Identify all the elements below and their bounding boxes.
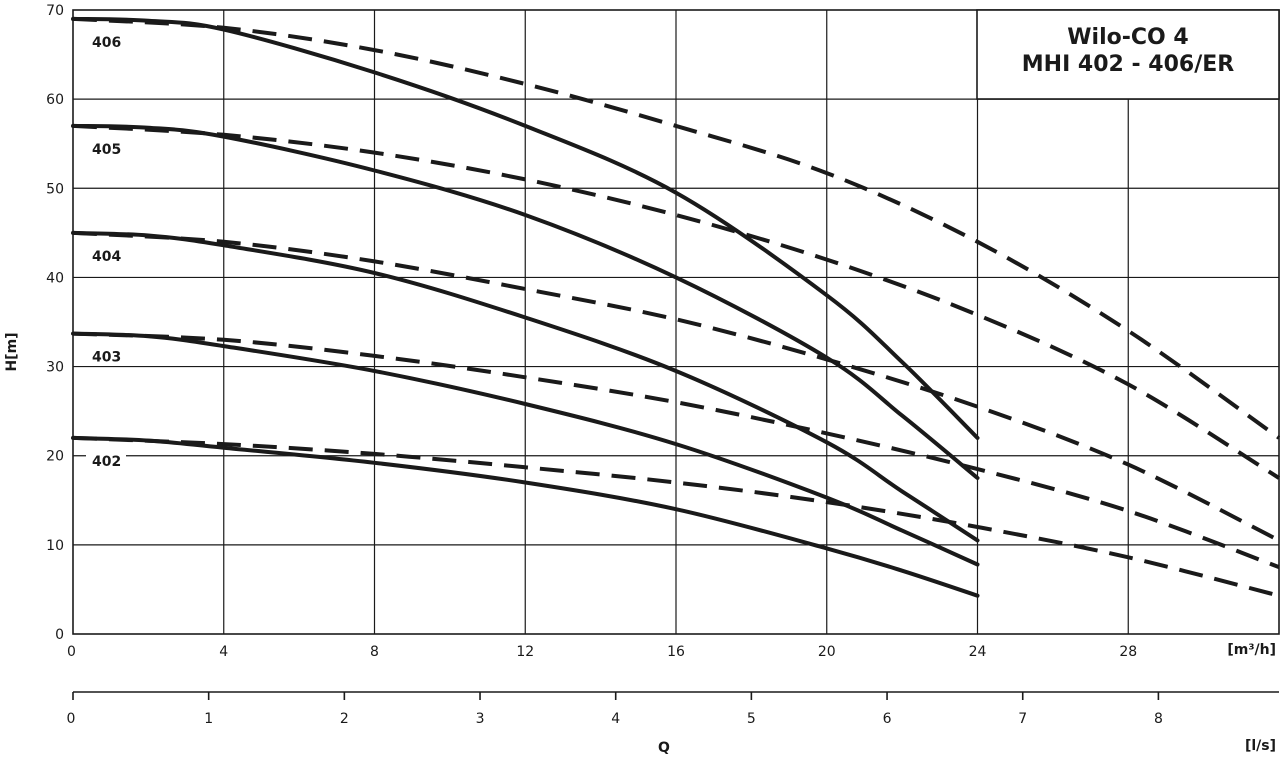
curve-label-bg [86,347,126,366]
y-tick-label: 70 [46,3,64,19]
curve-label-403: 403 [92,350,121,366]
x-tick-label: 0 [67,644,76,660]
ls-tick-label: 4 [611,711,620,727]
x-axis-unit-ls: [l/s] [1245,738,1276,754]
curve-label-406: 406 [92,35,121,51]
y-tick-label: 0 [55,627,64,643]
title-box: Wilo-CO 4 MHI 402 - 406/ER [976,9,1280,100]
y-tick-label: 20 [46,449,64,465]
curve-405-solid [71,123,980,480]
curve-label-bg [86,246,126,265]
chart-title-line2: MHI 402 - 406/ER [1022,52,1235,77]
ls-tick-label: 8 [1154,711,1163,727]
ls-tick-label: 0 [67,711,76,727]
curve-403-dashed [72,331,1280,569]
ls-tick-label: 3 [476,711,485,727]
chart-title-line1: Wilo-CO 4 [1067,25,1188,50]
x-tick-label: 20 [818,644,836,660]
curve-label-bg [86,32,126,51]
x-tick-label: 24 [969,644,987,660]
curve-404-solid [71,230,980,543]
ls-tick-label: 7 [1018,711,1027,727]
x-axis-label: Q [658,740,670,756]
curve-label-405: 405 [92,142,121,158]
ls-tick-label: 6 [883,711,892,727]
curves: 406 405 404 403 402 [71,16,1280,598]
curve-406-solid [71,16,980,440]
x-tick-label: 16 [667,644,685,660]
x-tick-label: 12 [516,644,534,660]
curve-402-solid [71,435,980,598]
x-tick-label: 8 [370,644,379,660]
x-tick-label: 28 [1119,644,1137,660]
curve-404-dashed [72,230,1280,543]
curve-406-dashed [72,16,1280,440]
curve-label-402: 402 [92,454,121,470]
x-tick-label: 4 [219,644,228,660]
y-axis-label: H[m] [4,332,20,371]
y-tick-label: 60 [46,92,64,108]
plot-frame [72,9,1280,635]
curve-label-404: 404 [92,249,121,265]
x-axis-unit-flow: [m³/h] [1227,642,1276,658]
y-tick-label: 50 [46,181,64,197]
y-tick-label: 40 [46,270,64,286]
ls-tick-label: 1 [204,711,213,727]
curve-402-dashed [72,435,1280,598]
curve-label-bg [86,139,126,158]
curve-405-dashed [72,123,1280,480]
y-tick-label: 30 [46,360,64,376]
ls-tick-label: 5 [747,711,756,727]
ls-tick-label: 2 [340,711,349,727]
curve-label-bg [86,451,126,470]
y-tick-label: 10 [46,538,64,554]
curve-403-solid [71,331,980,567]
grid [72,9,1280,700]
